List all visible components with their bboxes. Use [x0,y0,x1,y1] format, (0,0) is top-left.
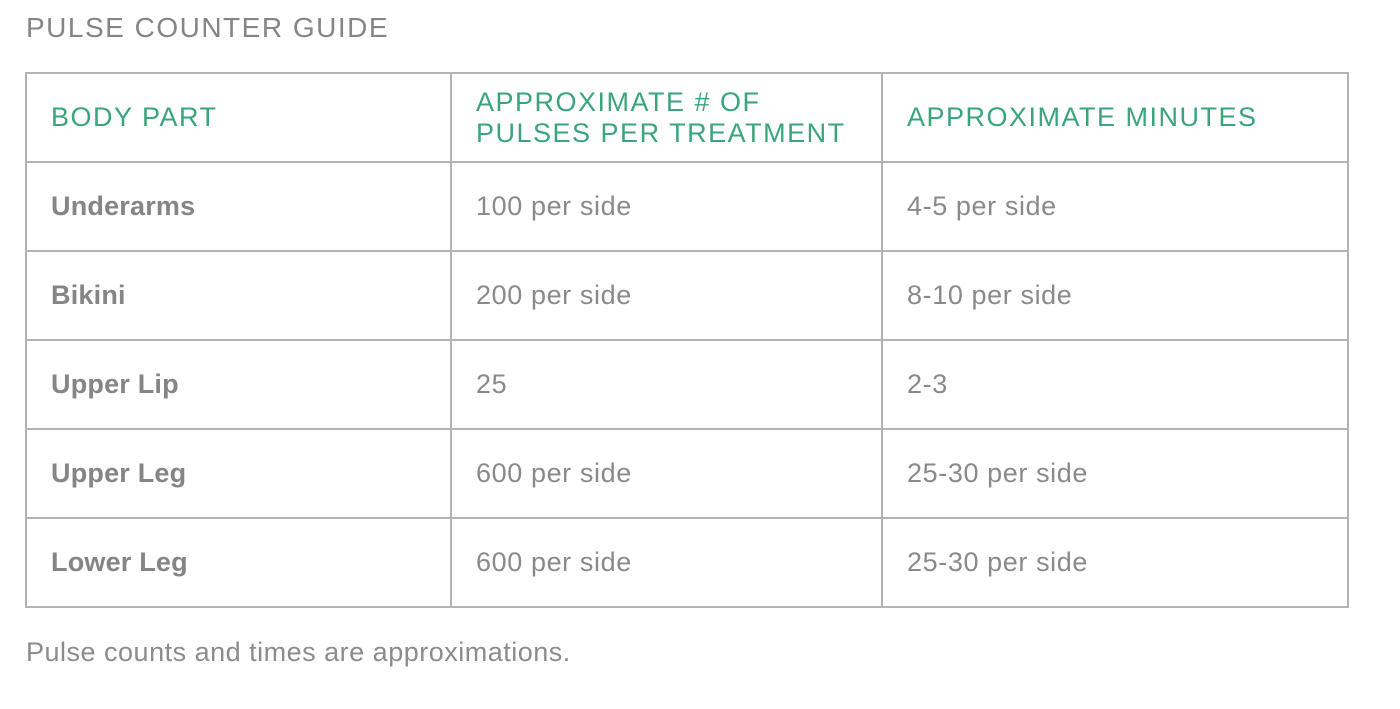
header-approx-pulses: APPROXIMATE # OF PULSES PER TREATMENT [450,72,883,163]
minutes-cell: 2-3 [881,339,1349,430]
body-part-cell: Upper Leg [25,428,452,519]
pulse-counter-table: BODY PART APPROXIMATE # OF PULSES PER TR… [25,72,1349,608]
table-row: Upper Leg 600 per side 25-30 per side [25,428,1349,519]
minutes-cell: 4-5 per side [881,161,1349,252]
table-row: Lower Leg 600 per side 25-30 per side [25,517,1349,608]
table-row: Underarms 100 per side 4-5 per side [25,161,1349,252]
body-part-cell: Upper Lip [25,339,452,430]
minutes-cell: 8-10 per side [881,250,1349,341]
body-part-cell: Underarms [25,161,452,252]
table-header-row: BODY PART APPROXIMATE # OF PULSES PER TR… [25,72,1349,163]
page-title: PULSE COUNTER GUIDE [26,12,389,43]
pulses-cell: 25 [450,339,883,430]
footnote: Pulse counts and times are approximation… [26,637,571,667]
pulses-cell: 600 per side [450,428,883,519]
body-part-cell: Bikini [25,250,452,341]
pulses-cell: 100 per side [450,161,883,252]
table-row: Bikini 200 per side 8-10 per side [25,250,1349,341]
table-row: Upper Lip 25 2-3 [25,339,1349,430]
minutes-cell: 25-30 per side [881,517,1349,608]
pulses-cell: 200 per side [450,250,883,341]
header-body-part: BODY PART [25,72,452,163]
minutes-cell: 25-30 per side [881,428,1349,519]
pulses-cell: 600 per side [450,517,883,608]
header-approx-minutes: APPROXIMATE MINUTES [881,72,1349,163]
body-part-cell: Lower Leg [25,517,452,608]
